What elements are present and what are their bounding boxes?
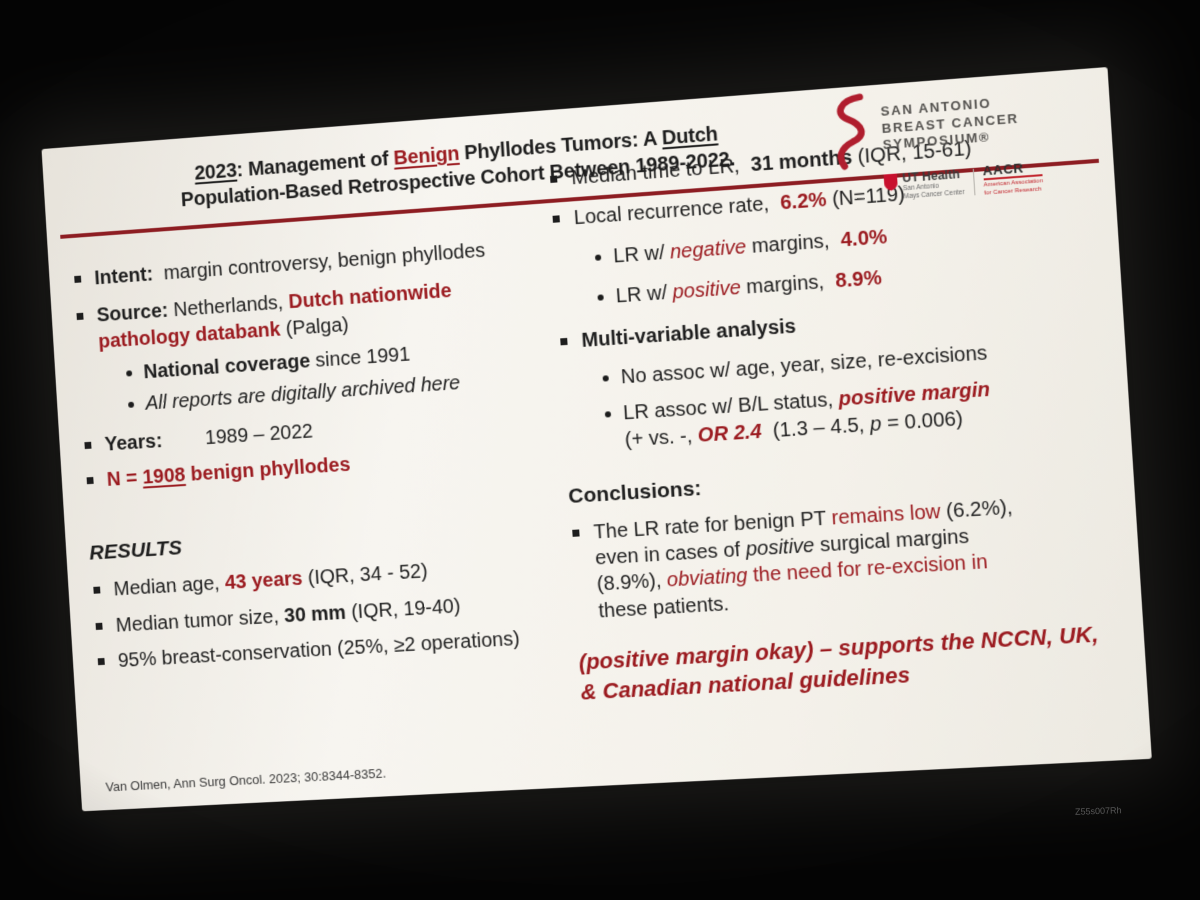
final-guidelines-statement: (positive margin okay) – supports the NC… [578, 621, 1100, 705]
bullet-dot-icon [602, 374, 610, 382]
lr-positive-text: LR w/ positive margins, 8.9% [615, 266, 883, 308]
uthealth-shield-icon [883, 173, 898, 192]
bullet-square-icon [572, 529, 580, 537]
bullet-dot-icon [595, 253, 602, 261]
years-text: Years: 1989 – 2022 [104, 420, 314, 456]
bullet-square-icon [550, 175, 558, 183]
bullet-square-icon [552, 215, 561, 223]
bullet-conclusion-lr-rate: The LR rate for benign PT remains low (6… [570, 487, 1135, 626]
bullet-dot-icon [597, 294, 605, 301]
logo-divider [972, 168, 976, 195]
slide-columns: Intent: margin controversy, benign phyll… [47, 137, 1147, 734]
citation-footer: Van Olmen, Ann Surg Oncol. 2023; 30:8344… [105, 765, 387, 795]
bullet-square-icon [76, 312, 84, 321]
n-text: N = 1908 benign phyllodes [106, 453, 351, 491]
sabcs-ribbon-icon [826, 91, 876, 171]
multivariable-text: Multi-variable analysis [580, 315, 797, 353]
lr-assoc-text: LR assoc w/ B/L status, positive margin … [622, 378, 991, 451]
left-column: Intent: margin controversy, benign phyll… [70, 204, 568, 733]
bullet-square-icon [93, 586, 101, 594]
logo-area: SAN ANTONIO BREAST CANCER SYMPOSIUM® UT … [826, 74, 1102, 208]
right-column: Median time to LR, 31 months (IQR, 15-61… [534, 125, 1140, 708]
median-age-text: Median age, 43 years (IQR, 34 - 52) [112, 560, 429, 601]
presentation-slide: SAN ANTONIO BREAST CANCER SYMPOSIUM® UT … [41, 67, 1152, 812]
bullet-square-icon [560, 338, 568, 346]
conclusion-text: The LR rate for benign PT remains low (6… [592, 496, 1014, 623]
symposium-wordmark: SAN ANTONIO BREAST CANCER SYMPOSIUM® [880, 93, 1020, 155]
lr-negative-text: LR w/ negative margins, 4.0% [612, 225, 888, 268]
bullet-square-icon [84, 441, 92, 449]
bullet-dot-icon [128, 401, 135, 409]
bullet-dot-icon [605, 411, 612, 418]
uthealth-logo: UT Health San Antonio Mays Cancer Center [883, 167, 965, 203]
bullet-square-icon [74, 275, 82, 283]
bullet-dot-icon [126, 370, 133, 377]
bullet-square-icon [86, 477, 94, 485]
bullet-square-icon [95, 622, 103, 630]
aacr-logo: AACR American Association for Cancer Res… [982, 160, 1043, 198]
photo-watermark: Z55s007Rh [1075, 805, 1123, 817]
bullet-square-icon [97, 657, 105, 666]
results-section: RESULTS Median age, 43 years (IQR, 34 - … [88, 511, 564, 675]
uthealth-text: UT Health San Antonio Mays Cancer Center [902, 167, 965, 202]
